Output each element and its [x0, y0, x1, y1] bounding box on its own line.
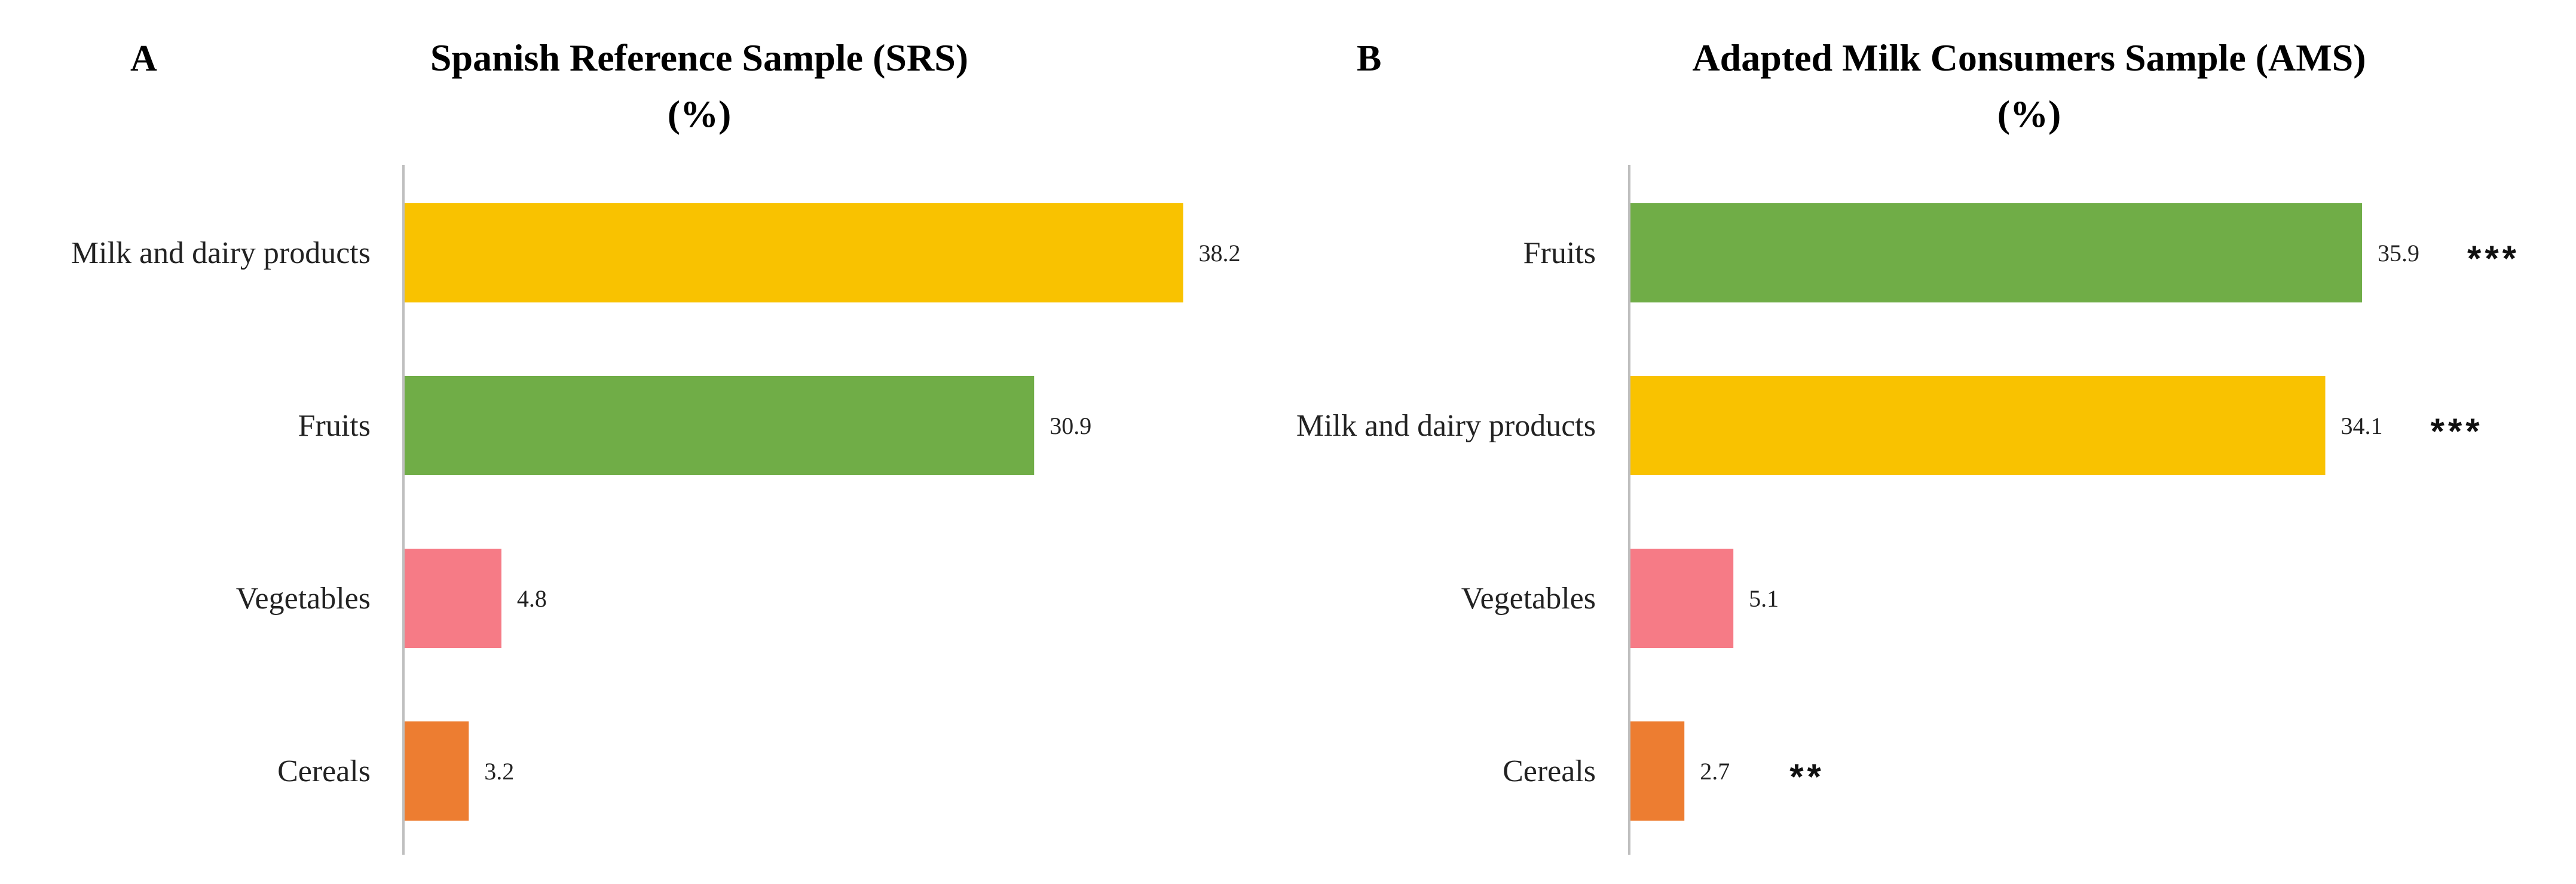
panel-b-plot: Fruits 35.9 *** Milk and dairy products 34.1…	[1296, 165, 2520, 855]
panel-a-category-label: Milk and dairy products	[71, 236, 371, 270]
panel-a-bar	[403, 203, 1183, 302]
panel-b-significance-marker: ***	[2431, 411, 2483, 451]
panel-b-significance-marker: **	[1789, 757, 1825, 797]
panel-b-bar	[1629, 203, 2362, 302]
panel-a-category-label: Fruits	[298, 409, 371, 443]
panel-b-value-label: 34.1	[2341, 412, 2383, 439]
panel-a-value-label: 38.2	[1199, 240, 1241, 267]
panel-b-title: Adapted Milk Consumers Sample (AMS)	[1692, 36, 2366, 79]
panel-a-category-label: Vegetables	[236, 582, 371, 616]
panel-b-category-label: Fruits	[1523, 236, 1596, 270]
panel-b-value-label: 5.1	[1749, 585, 1779, 612]
panel-a-letter: A	[130, 38, 157, 79]
panel-b-title-unit: (%)	[1997, 93, 2061, 135]
panel-b-category-label: Cereals	[1503, 754, 1596, 788]
panel-b-letter: B	[1357, 38, 1381, 79]
panel-a-value-label: 4.8	[517, 585, 547, 612]
panel-a-title-unit: (%)	[668, 93, 732, 135]
panel-a-bar	[403, 549, 501, 648]
panel-b-bar	[1629, 549, 1734, 648]
panel-a: A Spanish Reference Sample (SRS) (%) Mil…	[71, 36, 1241, 855]
panel-b-category-label: Vegetables	[1461, 582, 1596, 616]
panel-a-value-label: 3.2	[484, 758, 514, 785]
panel-b: B Adapted Milk Consumers Sample (AMS) (%…	[1296, 36, 2520, 855]
panel-b-bar	[1629, 721, 1685, 821]
panel-b-significance-marker: ***	[2467, 238, 2520, 279]
panel-b-category-label: Milk and dairy products	[1296, 409, 1596, 443]
panel-a-bar	[403, 376, 1035, 475]
panel-a-value-label: 30.9	[1050, 412, 1091, 439]
panel-b-value-label: 35.9	[2378, 240, 2419, 267]
panel-a-plot: Milk and dairy products 38.2 Fruits 30.9 Veg…	[71, 165, 1241, 855]
panel-b-value-label: 2.7	[1700, 758, 1730, 785]
panel-a-title: Spanish Reference Sample (SRS)	[430, 36, 968, 79]
panel-a-bar	[403, 721, 469, 821]
panel-a-category-label: Cereals	[277, 754, 371, 788]
panel-b-bar	[1629, 376, 2326, 475]
